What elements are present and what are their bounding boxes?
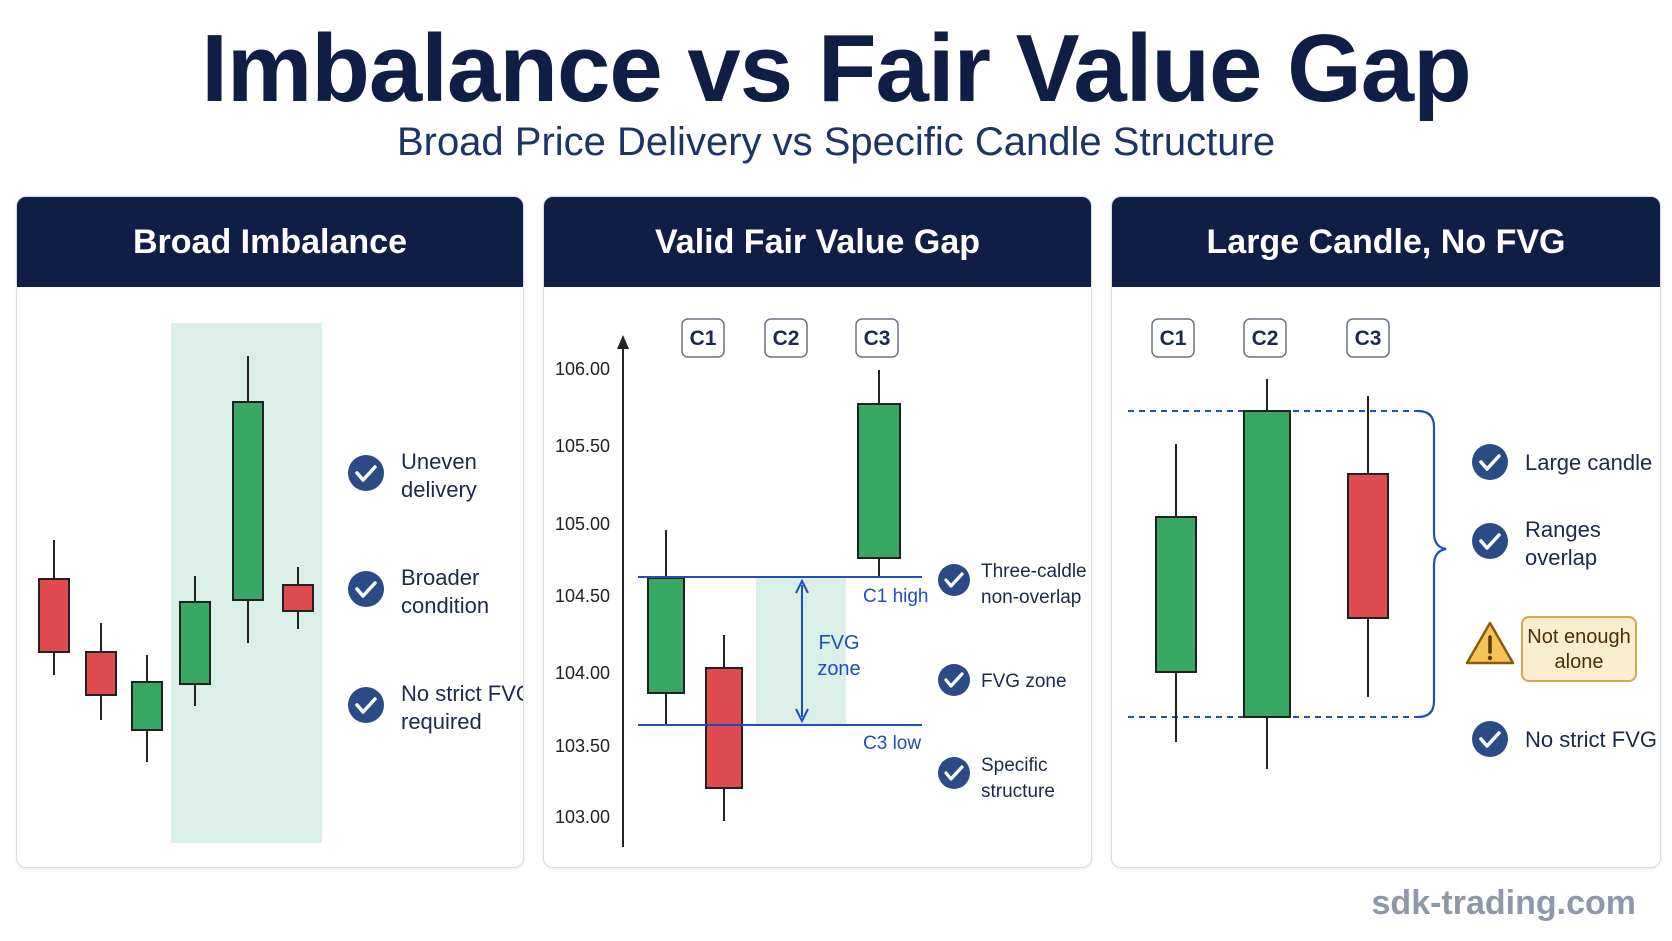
y-tick-label: 104.00 xyxy=(555,663,610,683)
check-label: non-overlap xyxy=(981,587,1081,608)
large-candle-diagram: C1 C2 C3 Large ca xyxy=(1128,318,1657,769)
candle-c1 xyxy=(1155,444,1197,742)
check-item: Specific structure xyxy=(938,755,1055,802)
footer-site-link[interactable]: sdk-trading.com xyxy=(1371,884,1636,922)
panel-valid-fvg: Valid Fair Value Gap 106.00 105.50 105.0… xyxy=(543,196,1092,868)
candle-label-box: C1 xyxy=(1151,318,1195,358)
candle-c2 xyxy=(705,635,743,821)
candle-label: C2 xyxy=(1252,327,1279,350)
check-label: Three-caldle xyxy=(981,561,1087,582)
fvg-double-arrow xyxy=(795,578,809,724)
check-item: No strict FVG xyxy=(1472,721,1657,757)
check-item: No strict FVG required xyxy=(348,681,523,734)
candle-c2 xyxy=(1243,379,1291,769)
panel-broad-imbalance: Broad Imbalance xyxy=(16,196,524,868)
check-icon xyxy=(938,564,970,596)
candle-label: C1 xyxy=(690,327,717,350)
candle-c3 xyxy=(857,370,901,576)
panel-title: Broad Imbalance xyxy=(17,197,523,287)
check-label: Uneven xyxy=(401,449,477,474)
check-label: overlap xyxy=(1525,545,1597,570)
candle xyxy=(179,576,211,706)
check-label: Specific xyxy=(981,755,1048,776)
candle xyxy=(85,623,117,720)
check-icon xyxy=(938,757,970,789)
candle-label-box: C2 xyxy=(1243,318,1287,358)
valid-fvg-diagram: 106.00 105.50 105.00 104.50 104.00 103.5… xyxy=(555,318,1087,847)
candle xyxy=(232,356,264,643)
c3-low-label: C3 low xyxy=(863,733,921,754)
page-subtitle: Broad Price Delivery vs Specific Candle … xyxy=(396,120,1276,164)
range-brace xyxy=(1417,409,1447,719)
warning-label: Not enough xyxy=(1527,626,1630,648)
fvg-zone-label: FVG xyxy=(818,632,859,654)
candle xyxy=(38,540,70,675)
c1-high-label: C1 high xyxy=(863,586,929,607)
check-icon xyxy=(1472,721,1508,757)
candle xyxy=(131,655,163,762)
check-icon xyxy=(348,455,384,491)
candle-label: C1 xyxy=(1160,327,1187,350)
candle-c1 xyxy=(647,530,685,724)
candle-label: C3 xyxy=(1355,327,1382,350)
warning-icon xyxy=(1465,621,1515,665)
candle-label-box: C3 xyxy=(855,318,899,358)
candle-label-box: C2 xyxy=(764,318,808,358)
check-item: FVG zone xyxy=(938,664,1067,696)
warning-box xyxy=(1521,616,1637,682)
fvg-zone-label: zone xyxy=(817,658,860,680)
check-label: No strict FVG xyxy=(401,681,523,706)
check-label: delivery xyxy=(401,477,477,502)
candle-label-box: C1 xyxy=(681,318,725,358)
check-icon xyxy=(938,664,970,696)
warning-label: alone xyxy=(1555,651,1604,673)
y-tick-label: 103.00 xyxy=(555,807,610,827)
check-label: required xyxy=(401,709,482,734)
check-icon xyxy=(1472,444,1508,480)
check-icon xyxy=(348,687,384,723)
check-item: Ranges overlap xyxy=(1472,517,1601,570)
check-item: Large candle xyxy=(1472,444,1652,480)
y-tick-label: 105.00 xyxy=(555,514,610,534)
candle-label: C2 xyxy=(773,327,800,350)
check-item: Uneven delivery xyxy=(348,449,477,502)
check-label: condition xyxy=(401,593,489,618)
page-title: Imbalance vs Fair Value Gap xyxy=(201,15,1472,122)
panel-title: Valid Fair Value Gap xyxy=(544,197,1091,287)
check-label: Large candle xyxy=(1525,450,1652,475)
warning-item: Not enough alone xyxy=(1465,616,1637,682)
candle xyxy=(282,567,314,629)
y-tick-label: 103.50 xyxy=(555,736,610,756)
check-label: Ranges xyxy=(1525,517,1601,542)
panel-title: Large Candle, No FVG xyxy=(1112,197,1660,287)
check-icon xyxy=(1472,523,1508,559)
check-label: Broader xyxy=(401,565,479,590)
y-axis-arrow xyxy=(617,335,629,349)
y-tick-label: 105.50 xyxy=(555,436,610,456)
check-label: FVG zone xyxy=(981,671,1067,692)
check-item: Three-caldle non-overlap xyxy=(938,561,1087,608)
y-tick-label: 106.00 xyxy=(555,359,610,379)
y-tick-label: 104.50 xyxy=(555,586,610,606)
broad-imbalance-diagram: Uneven delivery Broader condition No str… xyxy=(38,323,523,843)
candle-label: C3 xyxy=(864,327,891,350)
check-item: Broader condition xyxy=(348,565,489,618)
panel-large-candle: Large Candle, No FVG C1 C2 C3 xyxy=(1111,196,1661,868)
check-label: No strict FVG xyxy=(1525,727,1657,752)
check-label: structure xyxy=(981,781,1055,802)
candle-label-box: C3 xyxy=(1346,318,1390,358)
candle-c3 xyxy=(1347,396,1389,697)
check-icon xyxy=(348,571,384,607)
